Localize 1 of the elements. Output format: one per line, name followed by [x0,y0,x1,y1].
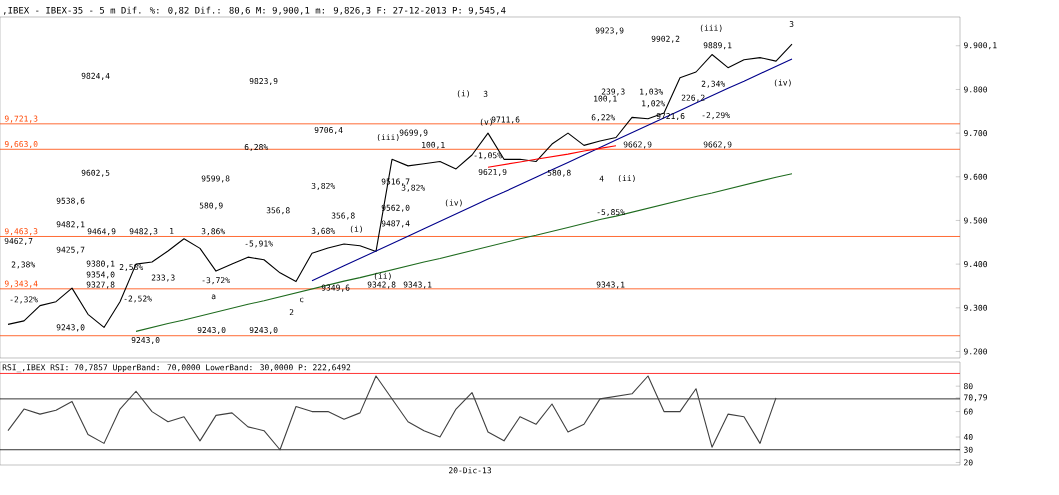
chart-title: ,IBEX - IBEX-35 - 5 m Dif. %: 0,82 Dif.: 80,6 M: 9,900,1 m: 9,826,3 F: 27-12-2013 P: 9,545,4 [3,6,506,15]
